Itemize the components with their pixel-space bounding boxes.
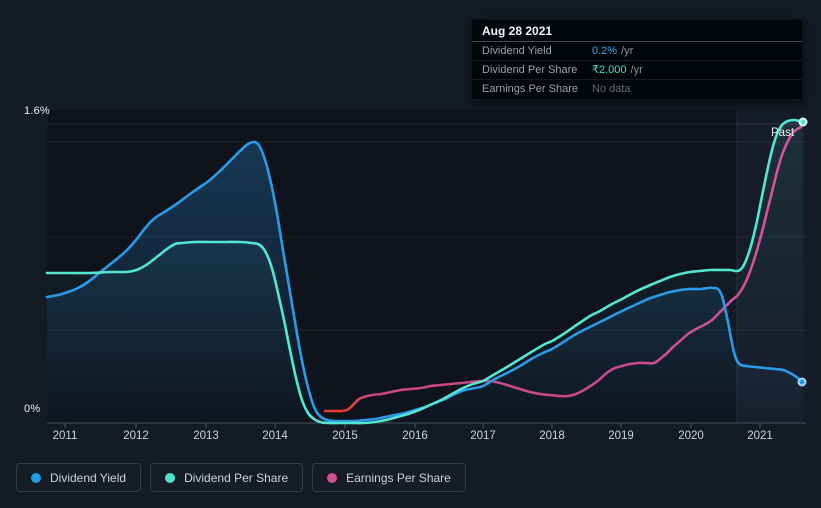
x-axis-tick-label: 2013 (193, 430, 219, 442)
chart-line-dividend-per-share[interactable] (45, 118, 805, 425)
legend-item-label: Earnings Per Share (346, 470, 451, 485)
tooltip-row: Dividend Yield 0.2%/yr (472, 42, 802, 61)
legend-swatch-icon (31, 472, 41, 483)
x-axis-tick-label: 2012 (123, 430, 149, 442)
marker-dividend-per-share-endpoint[interactable] (798, 117, 808, 127)
x-axis-tick-label: 2017 (470, 430, 496, 442)
y-axis-label-zero: 0% (24, 403, 41, 415)
legend-item-dividend-yield[interactable]: Dividend Yield (16, 463, 142, 492)
x-axis-tick-label: 2019 (608, 430, 634, 442)
x-axis-tick-label: 2016 (402, 430, 428, 442)
chart-tooltip: Aug 28 2021 Dividend Yield 0.2%/yr Dividen… (471, 19, 803, 100)
tooltip-rows: Dividend Yield 0.2%/yr Dividend Per Share ₹… (472, 42, 802, 99)
tooltip-row-label: Earnings Per Share (482, 83, 578, 95)
tooltip-date: Aug 28 2021 (472, 20, 802, 42)
legend-item-earnings-per-share[interactable]: Earnings Per Share (312, 463, 466, 492)
legend-item-label: Dividend Yield (50, 470, 127, 485)
tooltip-row-value: 0.2% (592, 44, 618, 57)
past-region-label: Past (771, 127, 795, 139)
chart-legend: Dividend Yield Dividend Per Share Earnings… (16, 463, 466, 492)
tooltip-row: Earnings Per Share No data (472, 80, 802, 99)
marker-dividend-yield-endpoint[interactable] (797, 377, 807, 387)
tooltip-row-unit: /yr (630, 63, 643, 76)
x-axis-tick-label: 2021 (747, 430, 773, 442)
tooltip-row-label: Dividend Yield (482, 44, 552, 57)
legend-item-dividend-per-share[interactable]: Dividend Per Share (150, 463, 304, 492)
tooltip-row-value: No data (592, 83, 631, 95)
tooltip-row: Dividend Per Share ₹2.000/yr (472, 61, 802, 80)
x-axis-tick-label: 2018 (539, 430, 565, 442)
tooltip-row-unit: /yr (621, 44, 634, 57)
tooltip-row-value: ₹2.000 (592, 63, 627, 76)
area-dividend-yield (47, 141, 802, 423)
legend-swatch-icon (327, 472, 338, 483)
x-axis-tick-label: 2015 (332, 430, 358, 442)
x-axis-tick-label: 2020 (678, 430, 704, 442)
x-axis-tick-label: 2011 (52, 430, 78, 442)
legend-item-label: Dividend Per Share (184, 470, 289, 485)
legend-swatch-icon (165, 472, 176, 483)
y-axis-label-max: 1.6% (24, 105, 50, 117)
chart-line-earnings-per-share[interactable] (323, 125, 803, 413)
x-axis-year-labels: 2011 2012 2013 2014 2015 2016 2017 2018 2019 2020… (0, 430, 821, 446)
x-axis-tick-label: 2014 (262, 430, 288, 442)
tooltip-row-label: Dividend Per Share (482, 63, 578, 76)
